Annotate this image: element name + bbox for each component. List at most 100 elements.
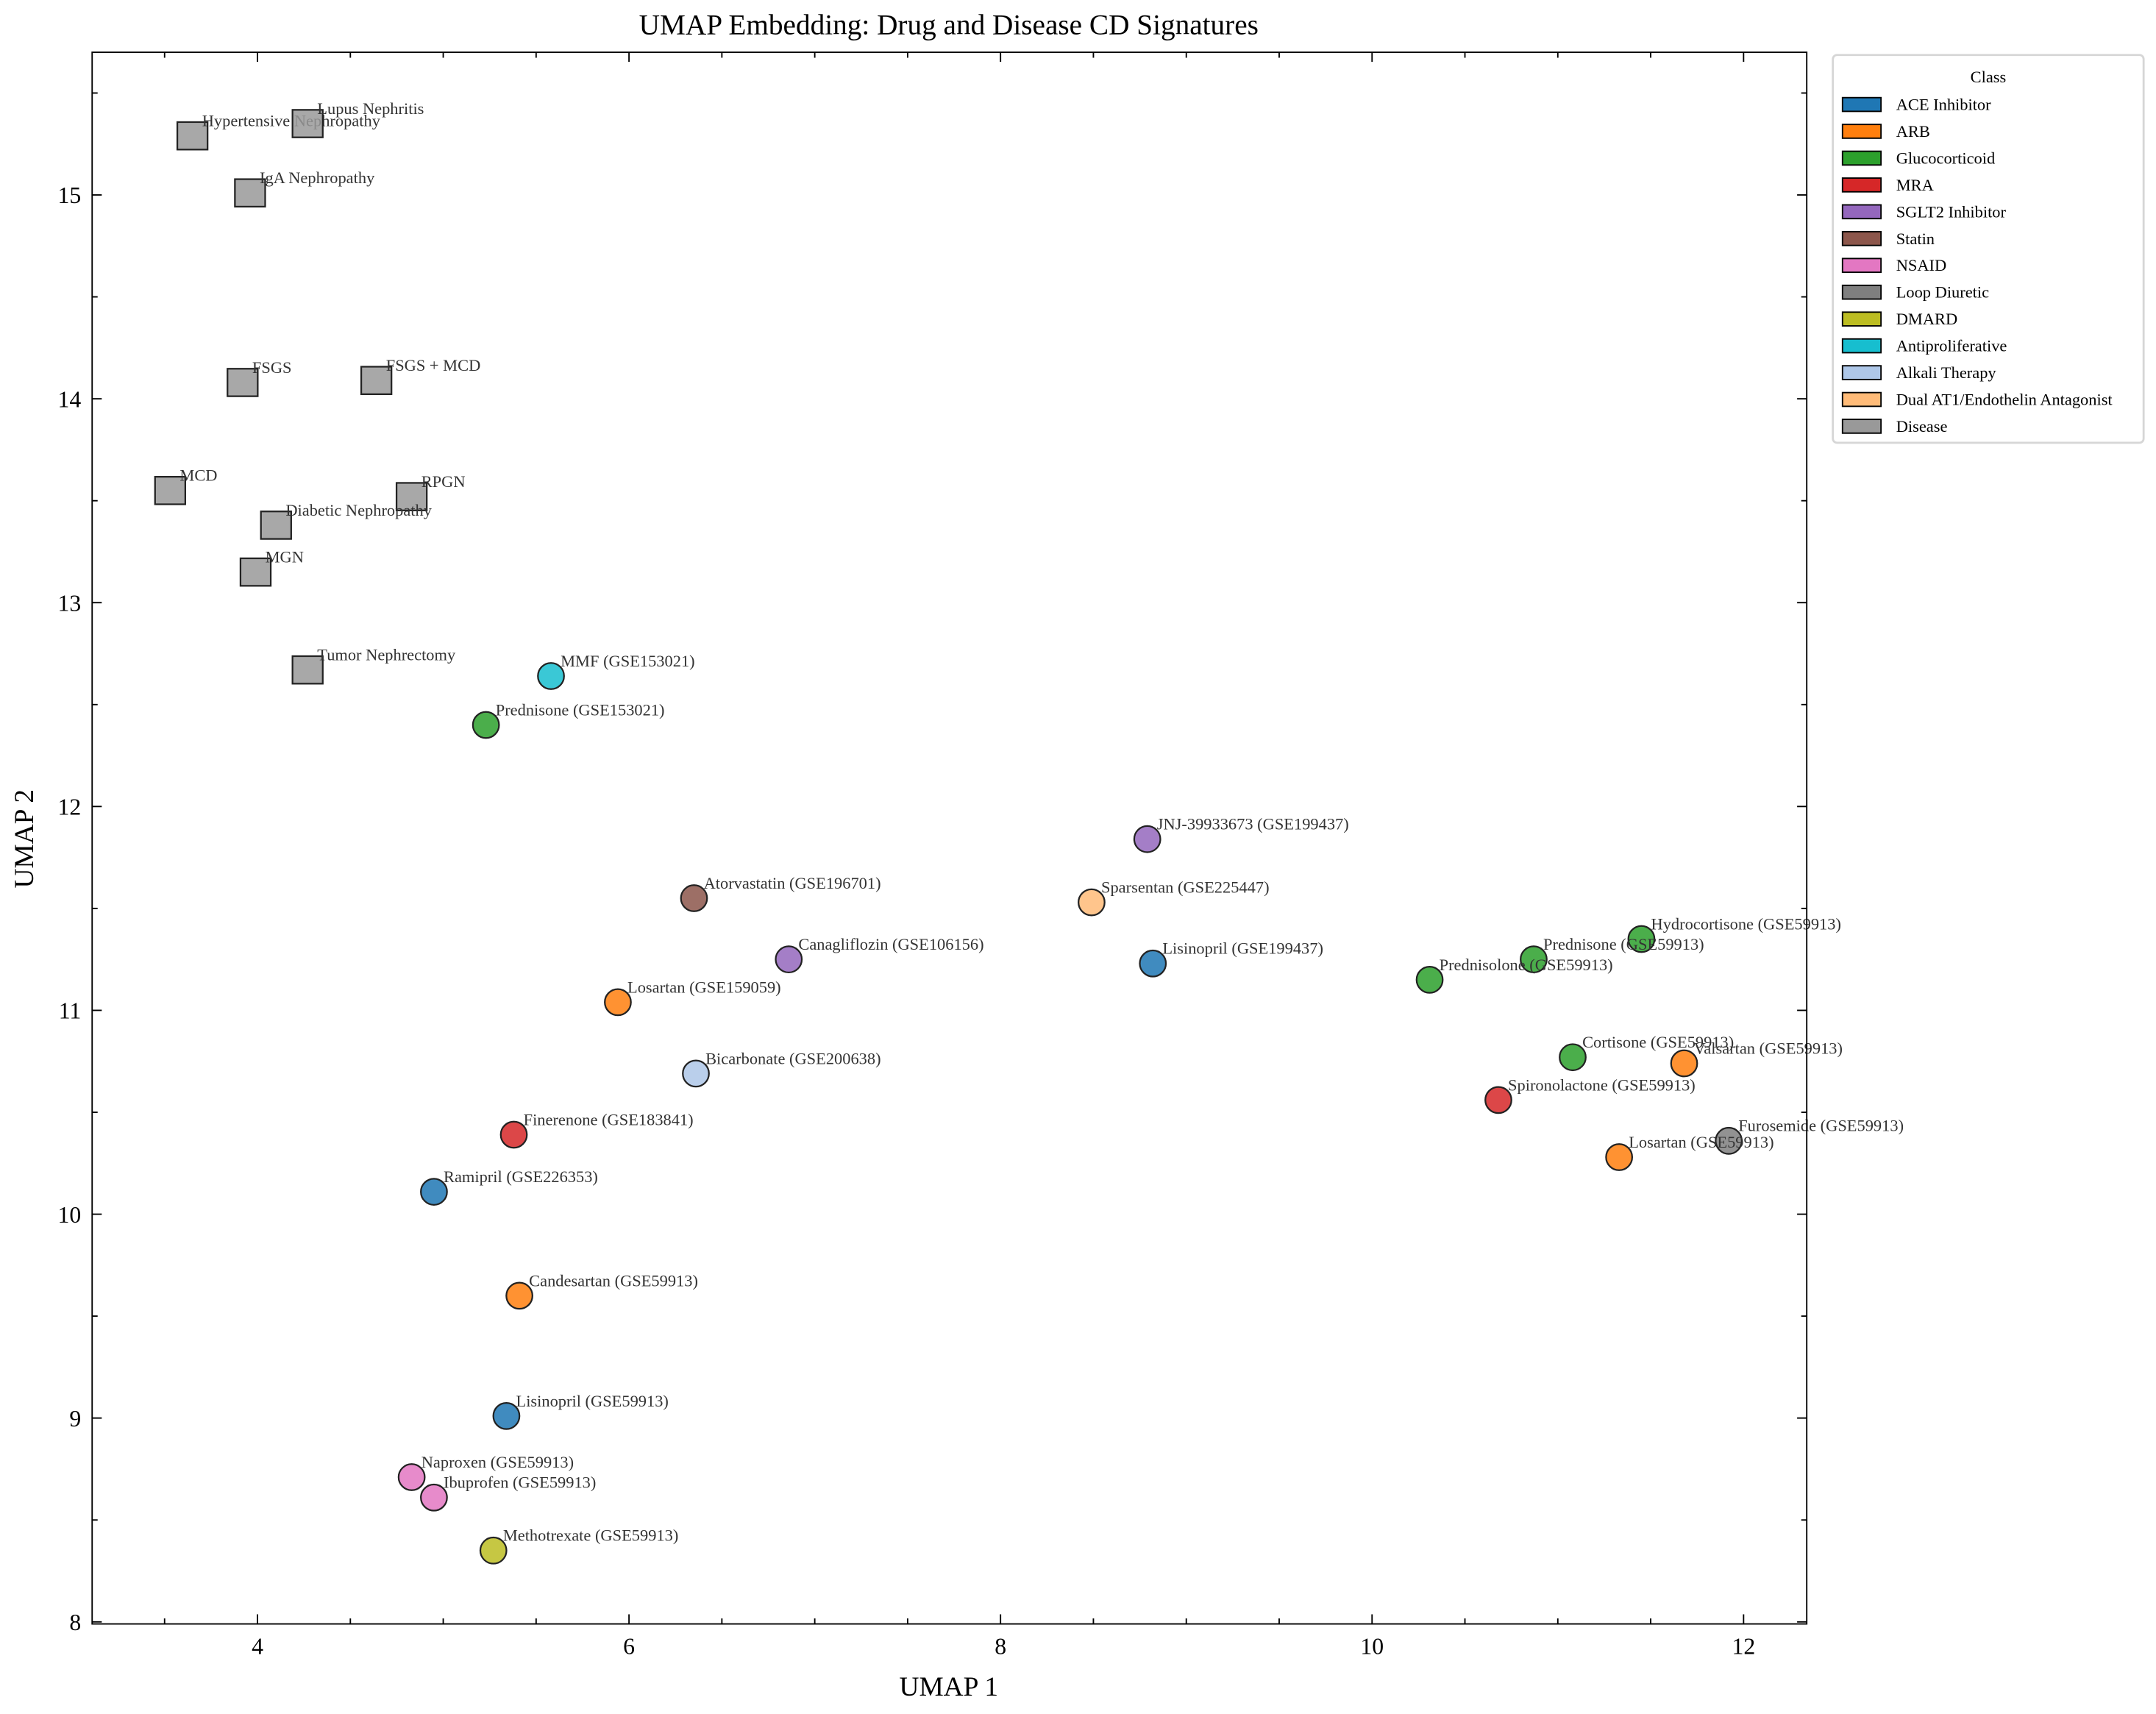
point-label: Ramipril (GSE226353)	[444, 1167, 598, 1186]
point-label: Methotrexate (GSE59913)	[503, 1526, 678, 1545]
x-axis-label: UMAP 1	[899, 1672, 998, 1702]
y-axis-label: UMAP 2	[10, 789, 40, 889]
point-label: Cortisone (GSE59913)	[1582, 1033, 1734, 1051]
point-label: Losartan (GSE59913)	[1629, 1133, 1773, 1151]
disease-point	[176, 121, 209, 151]
point-label: Hydrocortisone (GSE59913)	[1651, 914, 1841, 933]
drug-point	[499, 1120, 528, 1149]
legend-swatch	[1841, 124, 1882, 139]
point-label: Naproxen (GSE59913)	[421, 1453, 574, 1471]
point-label: Hypertensive Nephropathy	[202, 112, 381, 130]
legend-frame	[1832, 54, 2145, 444]
drug-point	[1484, 1086, 1512, 1114]
legend-entry: Disease	[1896, 417, 1948, 435]
legend-entry: Alkali Therapy	[1896, 363, 1997, 382]
point-label: Candesartan (GSE59913)	[529, 1271, 698, 1290]
drug-point	[1415, 966, 1444, 994]
legend-swatch	[1841, 231, 1882, 246]
drug-point	[1605, 1143, 1634, 1171]
point-label: JNJ-39933673 (GSE199437)	[1157, 815, 1349, 833]
x-tick-label: 4	[252, 1634, 263, 1660]
point-label: MCD	[179, 466, 217, 485]
point-label: Valsartan (GSE59913)	[1694, 1039, 1843, 1057]
point-label: Prednisolone (GSE59913)	[1440, 956, 1613, 974]
point-label: Finerenone (GSE183841)	[524, 1110, 694, 1128]
point-label: Atorvastatin (GSE196701)	[704, 874, 881, 892]
drug-point	[1670, 1049, 1698, 1078]
drug-point	[1078, 888, 1106, 917]
legend-entry: Glucocorticoid	[1896, 149, 1996, 167]
legend-swatch	[1841, 150, 1882, 166]
legend-swatch	[1841, 257, 1882, 274]
point-label: Tumor Nephrectomy	[317, 646, 456, 664]
point-label: Losartan (GSE159059)	[627, 978, 781, 996]
drug-point	[505, 1281, 533, 1310]
point-label: MGN	[266, 548, 304, 566]
legend-swatch	[1841, 177, 1882, 193]
point-label: Diabetic Nephropathy	[285, 501, 432, 519]
legend-entry: NSAID	[1896, 256, 1947, 274]
legend-entry: DMARD	[1896, 310, 1957, 328]
point-label: Spironolactone (GSE59913)	[1508, 1075, 1696, 1094]
disease-point	[291, 109, 324, 138]
x-tick-label: 6	[623, 1634, 635, 1660]
disease-point	[239, 557, 272, 587]
disease-point	[291, 655, 324, 685]
point-label: Prednisone (GSE153021)	[496, 700, 665, 719]
legend-entry: MRA	[1896, 176, 1935, 194]
point-label: Furosemide (GSE59913)	[1738, 1117, 1904, 1135]
drug-point	[472, 711, 500, 739]
axis-ticks: 4 6 8 10 12 8 9 10 11 12 13 14 15	[58, 52, 1807, 1660]
disease-point	[234, 178, 266, 208]
disease-point	[227, 368, 259, 397]
y-tick-label: 12	[58, 794, 82, 820]
point-label: Sparsentan (GSE225447)	[1101, 878, 1270, 897]
drug-point	[420, 1483, 448, 1512]
legend-swatch	[1841, 338, 1882, 354]
drug-point	[680, 884, 708, 912]
point-label: FSGS	[252, 358, 292, 377]
drug-point	[537, 662, 565, 690]
legend-entry: Loop Diuretic	[1896, 283, 1989, 302]
y-tick-label: 13	[58, 590, 82, 616]
drug-point	[1520, 945, 1548, 974]
y-tick-label: 14	[58, 386, 82, 412]
legend-entry: ARB	[1896, 122, 1930, 141]
x-tick-label: 8	[995, 1634, 1006, 1660]
legend-entry: SGLT2 Inhibitor	[1896, 202, 2007, 221]
x-tick-label: 10	[1360, 1634, 1384, 1660]
point-label: RPGN	[421, 472, 466, 491]
disease-point	[260, 511, 292, 540]
drug-point	[479, 1536, 508, 1565]
drug-point	[492, 1402, 521, 1430]
point-label: Bicarbonate (GSE200638)	[705, 1049, 880, 1067]
drug-point	[1559, 1043, 1587, 1072]
drug-point	[604, 988, 632, 1017]
legend: Class ACE Inhibitor ARB Glucocorticoid MRA S…	[1832, 54, 2145, 444]
y-tick-label: 15	[58, 182, 82, 208]
point-label: MMF (GSE153021)	[561, 652, 695, 670]
disease-point	[360, 366, 393, 395]
legend-entry: Statin	[1896, 230, 1935, 248]
legend-title: Class	[1971, 68, 2007, 86]
drug-point	[1627, 925, 1656, 953]
y-tick-label: 8	[69, 1610, 81, 1635]
legend-swatch	[1841, 96, 1882, 113]
y-tick-label: 10	[58, 1202, 82, 1228]
point-label: IgA Nephropathy	[260, 168, 375, 187]
point-label: Lupus Nephritis	[317, 99, 424, 118]
point-label: Prednisone (GSE59913)	[1543, 935, 1704, 953]
legend-swatch	[1841, 284, 1882, 300]
point-label: Ibuprofen (GSE59913)	[444, 1473, 596, 1492]
drug-point	[397, 1463, 426, 1491]
legend-swatch	[1841, 311, 1882, 327]
point-label: Lisinopril (GSE59913)	[516, 1392, 669, 1410]
point-label: Lisinopril (GSE199437)	[1162, 939, 1323, 958]
legend-swatch	[1841, 204, 1882, 220]
disease-point	[154, 476, 187, 505]
legend-entry: Dual AT1/Endothelin Antagonist	[1896, 390, 2113, 408]
drug-point	[1715, 1126, 1743, 1155]
drug-point	[775, 945, 803, 974]
